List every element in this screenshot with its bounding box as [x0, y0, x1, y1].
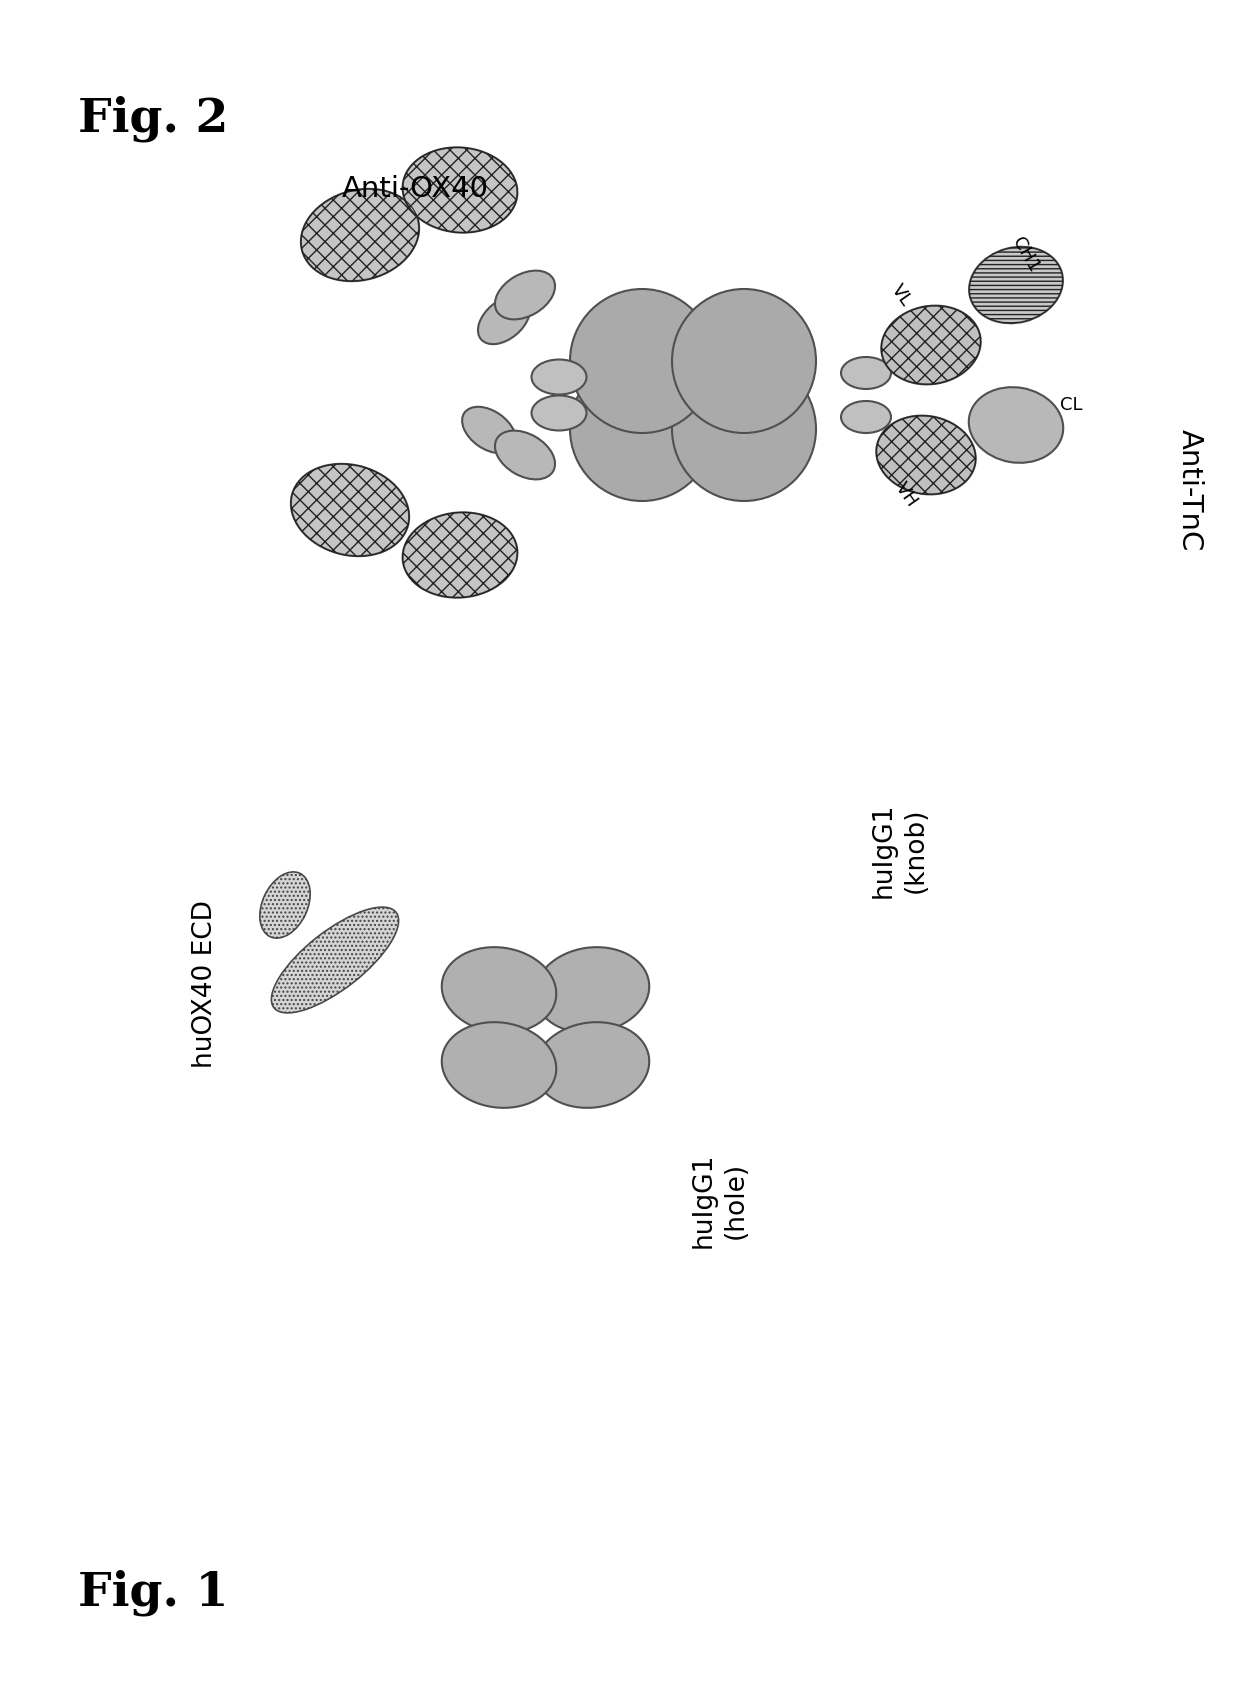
- Ellipse shape: [441, 1022, 557, 1109]
- Ellipse shape: [877, 415, 976, 495]
- Ellipse shape: [495, 271, 556, 319]
- Ellipse shape: [291, 464, 409, 556]
- Ellipse shape: [477, 297, 529, 344]
- Ellipse shape: [882, 305, 981, 385]
- Ellipse shape: [672, 290, 816, 432]
- Ellipse shape: [841, 402, 892, 432]
- Ellipse shape: [301, 188, 419, 281]
- Ellipse shape: [532, 395, 587, 431]
- Text: Anti-OX40: Anti-OX40: [341, 175, 489, 203]
- Ellipse shape: [463, 407, 516, 453]
- Ellipse shape: [570, 290, 714, 432]
- Text: VH: VH: [892, 480, 921, 510]
- Text: CL: CL: [1060, 397, 1083, 414]
- Ellipse shape: [403, 147, 517, 232]
- Ellipse shape: [272, 907, 398, 1014]
- Text: Fig. 2: Fig. 2: [78, 95, 228, 141]
- Text: huIgG1
(knob): huIgG1 (knob): [870, 802, 929, 898]
- Text: VL: VL: [887, 281, 915, 308]
- Ellipse shape: [968, 386, 1063, 463]
- Ellipse shape: [570, 358, 714, 502]
- Text: Anti-TnC: Anti-TnC: [1176, 429, 1204, 551]
- Text: huOX40 ECD: huOX40 ECD: [192, 900, 218, 1068]
- Ellipse shape: [841, 358, 892, 388]
- Ellipse shape: [495, 431, 556, 480]
- Ellipse shape: [534, 1022, 650, 1109]
- Ellipse shape: [672, 358, 816, 502]
- Ellipse shape: [441, 948, 557, 1032]
- Text: CH1: CH1: [1009, 234, 1043, 276]
- Ellipse shape: [260, 871, 310, 937]
- Ellipse shape: [403, 512, 517, 598]
- Ellipse shape: [534, 948, 650, 1032]
- Text: huIgG1
(hole): huIgG1 (hole): [691, 1153, 749, 1248]
- Text: Fig. 1: Fig. 1: [78, 1570, 228, 1617]
- Ellipse shape: [970, 247, 1063, 324]
- Ellipse shape: [532, 359, 587, 395]
